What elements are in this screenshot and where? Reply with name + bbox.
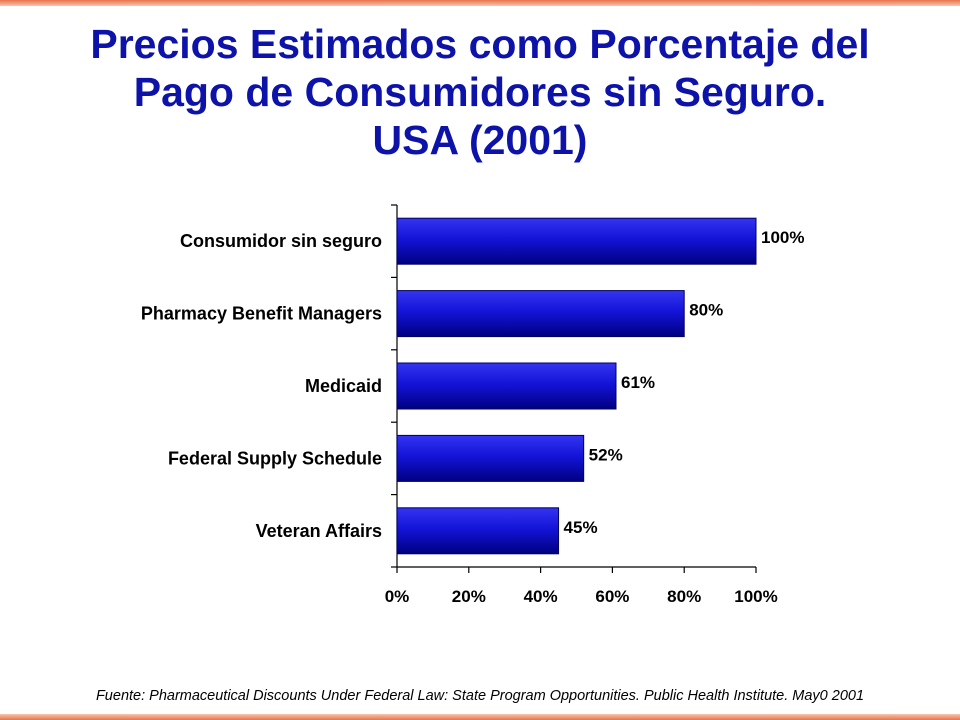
x-tick-label: 0% — [385, 587, 410, 606]
top-accent-rule — [0, 0, 960, 6]
data-label: 52% — [589, 445, 623, 464]
bar — [396, 362, 617, 410]
title-line-1: Precios Estimados como Porcentaje del — [90, 21, 870, 67]
data-label: 80% — [689, 301, 723, 320]
bar — [396, 290, 685, 338]
data-label: 61% — [621, 373, 655, 392]
x-tick-label: 40% — [524, 587, 558, 606]
category-label: Pharmacy Benefit Managers — [141, 304, 382, 324]
bar — [396, 434, 585, 482]
bar — [396, 507, 560, 555]
source-note: Fuente: Pharmaceutical Discounts Under F… — [95, 688, 865, 704]
x-tick-label: 100% — [734, 587, 777, 606]
slide-title: Precios Estimados como Porcentaje del Pa… — [0, 20, 960, 164]
category-label: Medicaid — [305, 376, 382, 396]
bottom-accent-rule — [0, 714, 960, 720]
x-tick-label: 80% — [667, 587, 701, 606]
x-tick-label: 60% — [595, 587, 629, 606]
data-label: 100% — [761, 228, 804, 247]
data-label: 45% — [564, 518, 598, 537]
category-label: Veteran Affairs — [256, 521, 382, 541]
bar — [396, 217, 757, 265]
category-label: Consumidor sin seguro — [180, 231, 382, 251]
category-label: Federal Supply Schedule — [168, 448, 382, 468]
title-line-3: USA (2001) — [372, 117, 588, 163]
x-tick-label: 20% — [452, 587, 486, 606]
title-line-2: Pago de Consumidores sin Seguro. — [133, 69, 827, 115]
